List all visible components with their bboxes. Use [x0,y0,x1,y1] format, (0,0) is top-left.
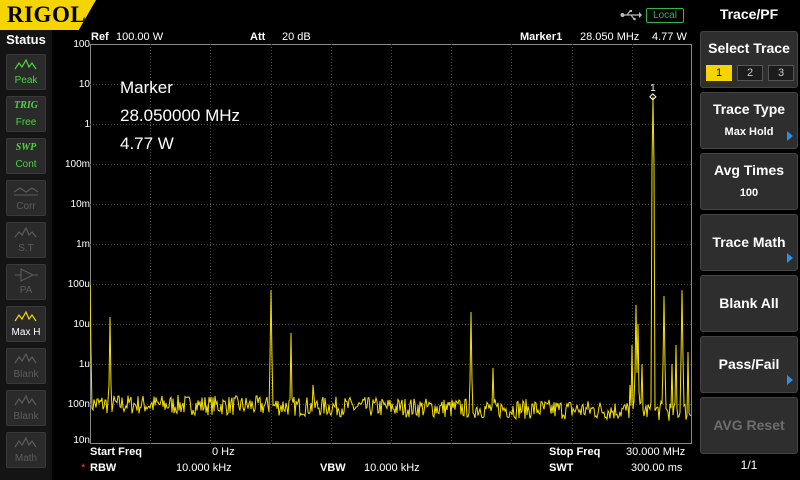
swt-value: 300.00 ms [631,462,683,474]
blank-wave-icon [14,394,37,406]
blank-all-softkey[interactable]: Blank All [700,275,798,332]
rbw-label: RBW [90,462,117,474]
status-corr[interactable]: Corr [6,180,46,216]
status-panel: Status Peak TRIG Free SWP Cont Corr S.T … [0,30,52,480]
rbw-value: 10.000 kHz [176,462,232,474]
submenu-arrow-icon [787,375,793,385]
spectrum-display: Ref 100.00 W Att 20 dB Marker1 28.050 MH… [52,30,698,480]
y-label-3: 100m [64,159,90,170]
stop-freq-value: 30.000 MHz [626,446,686,458]
marker-readout-freq: 28.050000 MHz [120,106,241,125]
menu-title: Trace/PF [719,6,779,22]
y-label-1: 10 [78,79,90,90]
status-pa[interactable]: PA [6,264,46,300]
status-swp[interactable]: SWP Cont [6,138,46,174]
avg-reset-softkey[interactable]: AVG Reset [700,397,798,454]
y-label-7: 10u [73,319,90,330]
status-math[interactable]: Math [6,432,46,468]
status-blank-2[interactable]: Blank [6,348,46,384]
pass-fail-softkey[interactable]: Pass/Fail [700,336,798,393]
select-trace-softkey[interactable]: Select Trace 1 2 3 [700,31,798,88]
marker-number-label: 1 [650,83,656,94]
usb-icon [620,10,642,21]
status-st[interactable]: S.T [6,222,46,258]
stop-freq-label: Stop Freq [549,446,601,458]
grid-lines [90,44,692,444]
ref-value: 100.00 W [116,31,164,43]
y-label-8: 1u [78,359,90,370]
att-label: Att [250,31,266,43]
softkey-menu: Trace/PF Select Trace 1 2 3 Trace Type M… [698,0,800,480]
y-label-4: 10m [70,199,90,210]
y-label-9: 100n [67,399,90,410]
y-label-5: 1m [76,239,90,250]
preamp-icon [15,268,38,282]
y-label-0: 100 [73,39,90,50]
marker-diamond-icon [649,93,657,101]
status-peak[interactable]: Peak [6,54,46,90]
trace-option-2[interactable]: 2 [737,65,763,81]
menu-page-indicator: 1/1 [740,458,758,472]
marker-header-value: 4.77 W [652,31,687,43]
start-freq-value: 0 Hz [212,446,235,458]
rbw-manual-indicator: * [81,462,86,474]
trace-option-3[interactable]: 3 [768,65,794,81]
maxhold-wave-icon [14,310,37,322]
trace-type-softkey[interactable]: Trace Type Max Hold [700,92,798,149]
marker-readout-value: 4.77 W [120,134,174,153]
status-trig[interactable]: TRIG Free [6,96,46,132]
y-label-10: 10n [73,435,90,446]
correction-icon [13,187,39,196]
status-maxhold[interactable]: Max H [6,306,46,342]
top-bar: RIGOL Local [0,0,698,30]
avg-times-softkey[interactable]: Avg Times 100 [700,153,798,210]
att-value: 20 dB [282,31,311,43]
start-freq-label: Start Freq [90,446,142,458]
marker-header-freq: 28.050 MHz [580,31,640,43]
trace-option-1[interactable]: 1 [706,65,732,81]
rigol-logo: RIGOL [0,0,96,30]
measurement-header: Ref 100.00 W Att 20 dB Marker1 28.050 MH… [90,30,692,44]
trace-math-softkey[interactable]: Trace Math [700,214,798,271]
marker-1[interactable]: 1 [649,83,657,101]
y-label-6: 100u [67,279,90,290]
blank-wave-icon [14,352,37,364]
y-label-2: 1 [84,119,90,130]
marker-header-label: Marker1 [520,31,563,43]
sweep-info-footer: Start Freq 0 Hz Stop Freq 30.000 MHz * R… [81,444,692,480]
status-blank-3[interactable]: Blank [6,390,46,426]
peak-wave-icon [14,58,37,70]
vbw-label: VBW [320,462,346,474]
submenu-arrow-icon [787,253,793,263]
remote-status-badge: Local [646,8,684,23]
vbw-value: 10.000 kHz [364,462,420,474]
marker-readout-title: Marker [120,78,173,97]
math-wave-icon [14,436,37,448]
status-title: Status [6,32,46,47]
swt-label: SWT [549,462,574,474]
trace-1 [90,96,692,421]
marker-readout: Marker 28.050000 MHz 4.77 W [120,74,240,158]
submenu-arrow-icon [787,131,793,141]
signal-track-icon [14,226,37,238]
ref-label: Ref [91,31,109,43]
spectrum-graticule: 1 [90,44,692,444]
